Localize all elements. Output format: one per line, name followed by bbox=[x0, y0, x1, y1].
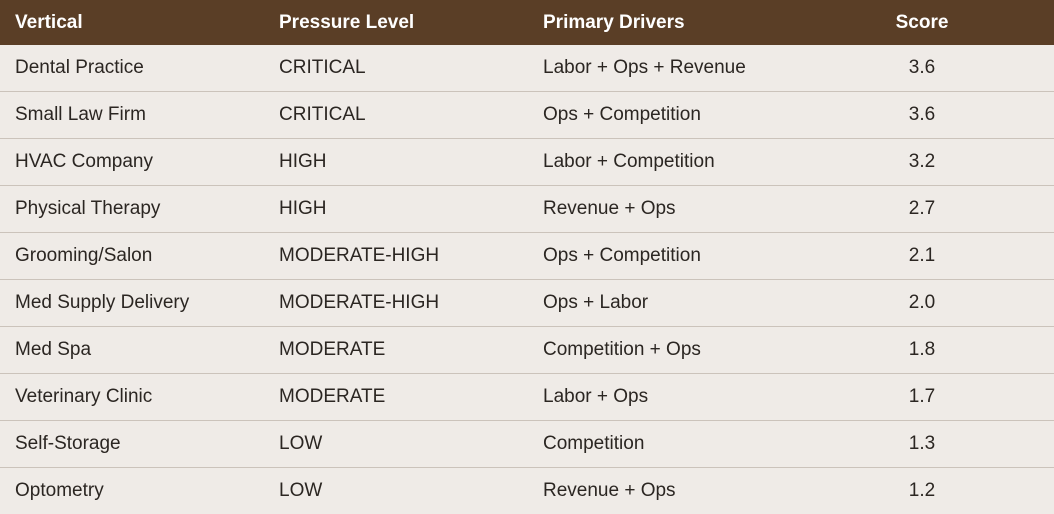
vertical-cell: Med Supply Delivery bbox=[15, 291, 190, 313]
pressure-level-cell: HIGH bbox=[279, 151, 327, 173]
table-row: Veterinary Clinic MODERATE Labor + Ops 1.7 bbox=[0, 373, 1054, 421]
table-row: Physical Therapy HIGH Revenue + Ops 2.7 bbox=[0, 186, 1054, 233]
score-cell: 1.7 bbox=[908, 385, 936, 407]
primary-drivers-cell: Labor + Ops + Revenue bbox=[543, 57, 746, 79]
primary-drivers-cell: Labor + Competition bbox=[543, 151, 715, 173]
pressure-level-cell: LOW bbox=[279, 479, 323, 501]
table-row: HVAC Company HIGH Labor + Competition 3.2 bbox=[0, 139, 1054, 186]
pressure-level-cell: HIGH bbox=[279, 198, 327, 220]
header-cell: Vertical bbox=[15, 11, 83, 33]
pressure-level-cell: MODERATE-HIGH bbox=[279, 245, 440, 266]
primary-drivers-cell: Labor + Ops bbox=[543, 385, 649, 407]
primary-drivers-cell: Revenue + Ops bbox=[543, 479, 676, 501]
table-header: Vertical Pressure Level Primary Drivers Sco… bbox=[0, 0, 1054, 45]
score-cell: 2.0 bbox=[908, 291, 936, 313]
primary-drivers-cell: Competition bbox=[543, 432, 645, 454]
header-cell: Primary Drivers bbox=[543, 11, 685, 33]
pressure-level-cell: LOW bbox=[279, 432, 323, 454]
vertical-cell: Optometry bbox=[15, 479, 104, 501]
header-cell: Score bbox=[895, 11, 949, 33]
score-cell: 2.7 bbox=[908, 198, 936, 220]
score-cell: 2.1 bbox=[908, 245, 936, 266]
table-body: Dental Practice CRITICAL Labor + Ops + Rev… bbox=[0, 45, 1054, 514]
pressure-level-cell: CRITICAL bbox=[279, 57, 366, 79]
vertical-cell: Grooming/Salon bbox=[15, 245, 153, 266]
table-row: Self-Storage LOW Competition 1.3 bbox=[0, 420, 1054, 468]
primary-drivers-cell: Competition + Ops bbox=[543, 338, 701, 360]
table-row: Grooming/Salon MODERATE-HIGH Ops + Competi… bbox=[0, 233, 1054, 280]
score-cell: 3.6 bbox=[908, 57, 936, 79]
table-row: Small Law Firm CRITICAL Ops + Competition 3… bbox=[0, 92, 1054, 139]
vertical-cell: Physical Therapy bbox=[15, 198, 161, 220]
vertical-cell: Small Law Firm bbox=[15, 104, 146, 126]
table-row: Med Spa MODERATE Competition + Ops 1.8 bbox=[0, 326, 1054, 374]
pressure-level-cell: CRITICAL bbox=[279, 104, 366, 126]
vertical-cell: HVAC Company bbox=[15, 151, 153, 173]
score-cell: 3.6 bbox=[908, 104, 936, 126]
pressure-level-cell: MODERATE bbox=[279, 338, 386, 360]
table-row: Optometry LOW Revenue + Ops 1.2 bbox=[0, 467, 1054, 514]
header-cell: Pressure Level bbox=[279, 11, 415, 33]
table-row: Dental Practice CRITICAL Labor + Ops + Rev… bbox=[0, 45, 1054, 92]
pressure-level-cell: MODERATE-HIGH bbox=[279, 291, 440, 313]
primary-drivers-cell: Revenue + Ops bbox=[543, 198, 676, 220]
vertical-cell: Self-Storage bbox=[15, 432, 121, 454]
primary-drivers-cell: Ops + Labor bbox=[543, 291, 649, 313]
vertical-cell: Med Spa bbox=[15, 338, 92, 360]
vertical-cell: Dental Practice bbox=[15, 57, 144, 79]
table-row: Med Supply Delivery MODERATE-HIGH Ops + La… bbox=[0, 279, 1054, 327]
score-cell: 1.8 bbox=[908, 338, 936, 360]
primary-drivers-cell: Ops + Competition bbox=[543, 245, 701, 266]
primary-drivers-cell: Ops + Competition bbox=[543, 104, 701, 126]
score-cell: 1.3 bbox=[908, 432, 936, 454]
header-row: Vertical Pressure Level Primary Drivers Sco… bbox=[0, 0, 1054, 45]
score-cell: 1.2 bbox=[908, 479, 936, 501]
vertical-cell: Veterinary Clinic bbox=[15, 385, 153, 407]
pressure-level-cell: MODERATE bbox=[279, 385, 386, 407]
score-cell: 3.2 bbox=[908, 151, 936, 173]
